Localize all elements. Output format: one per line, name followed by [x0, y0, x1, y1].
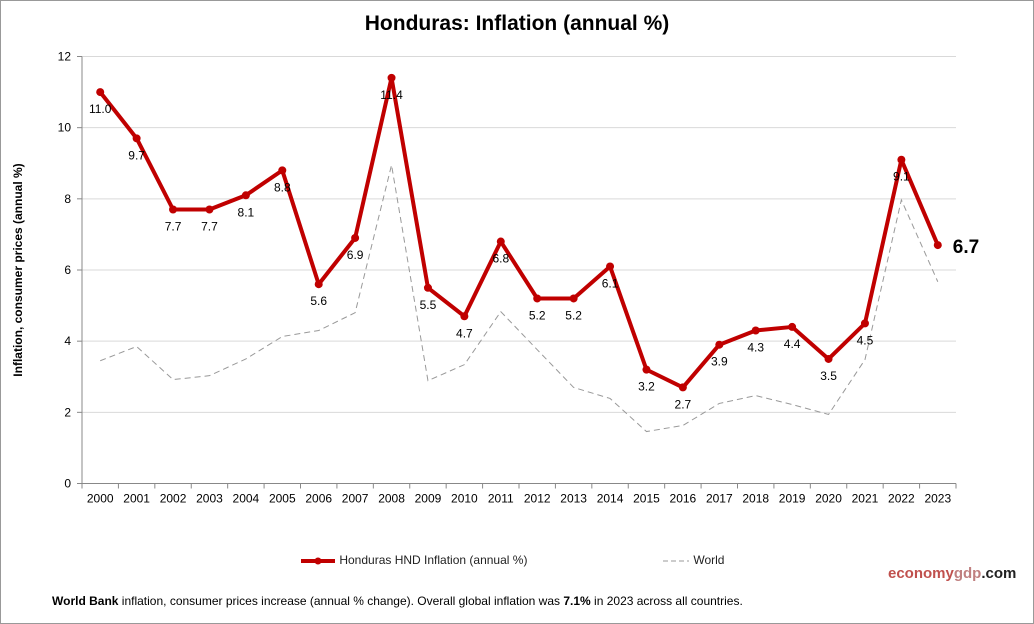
data-point-honduras [569, 294, 578, 303]
data-label: 3.9 [711, 355, 728, 369]
data-label: 5.2 [529, 308, 546, 322]
data-point-honduras [241, 191, 250, 200]
data-label: 4.5 [857, 333, 874, 347]
data-point-honduras [496, 237, 505, 246]
data-point-honduras [205, 205, 214, 214]
data-label: 9.7 [128, 148, 145, 162]
x-tick-label: 2010 [451, 492, 478, 506]
data-label: 4.4 [784, 337, 801, 351]
x-tick-label: 2003 [196, 492, 223, 506]
data-label: 3.2 [638, 380, 655, 394]
x-tick-label: 2015 [633, 492, 660, 506]
chart-title: Honduras: Inflation (annual %) [364, 12, 670, 35]
legend-item-world: World [662, 553, 724, 567]
x-tick-label: 2018 [742, 492, 769, 506]
x-tick-label: 2022 [888, 492, 915, 506]
x-tick-label: 2002 [160, 492, 187, 506]
x-tick-label: 2021 [852, 492, 879, 506]
data-point-honduras [278, 166, 287, 175]
data-label: 4.3 [747, 340, 764, 354]
data-point-honduras [897, 155, 906, 164]
x-tick-label: 2001 [123, 492, 150, 506]
series-line-honduras [98, 75, 940, 390]
x-tick-label: 2005 [269, 492, 296, 506]
data-label: 8.8 [274, 180, 291, 194]
x-tick-label: 2020 [815, 492, 842, 506]
legend-world-swatch [663, 560, 689, 562]
data-label: 5.6 [310, 294, 327, 308]
data-point-honduras [460, 312, 469, 321]
legend-honduras-swatch [301, 557, 335, 565]
y-tick-label: 10 [58, 121, 72, 135]
data-point-honduras [533, 294, 542, 303]
data-point-honduras [715, 340, 724, 349]
x-tick-label: 2012 [524, 492, 551, 506]
x-tick-label: 2016 [670, 492, 697, 506]
x-tick-label: 2017 [706, 492, 733, 506]
data-point-honduras [387, 73, 396, 82]
x-tick-label: 2019 [779, 492, 806, 506]
x-tick-label: 2004 [233, 492, 260, 506]
data-point-honduras [642, 365, 651, 374]
x-tick-label: 2014 [597, 492, 624, 506]
data-label: 4.7 [456, 326, 473, 340]
x-tick-label: 2000 [87, 492, 114, 506]
x-tick-label: 2009 [415, 492, 442, 506]
legend-world-label: World [693, 553, 725, 567]
x-tick-label: 2013 [560, 492, 587, 506]
data-label: 9.1 [893, 170, 910, 184]
data-label: 5.2 [565, 308, 582, 322]
y-tick-label: 6 [64, 263, 71, 277]
data-point-honduras [606, 262, 615, 271]
data-label: 6.8 [492, 252, 509, 266]
footer-note: World Bank inflation, consumer prices in… [52, 594, 743, 608]
data-point-honduras [678, 383, 687, 392]
y-tick-label: 2 [64, 405, 71, 419]
data-label: 11.0 [89, 102, 112, 116]
data-point-honduras [132, 134, 141, 143]
y-tick-label: 0 [64, 477, 71, 491]
data-label: 6.9 [347, 248, 364, 262]
data-label: 8.1 [238, 205, 255, 219]
data-label: 2.7 [675, 397, 692, 411]
data-point-honduras [351, 233, 360, 242]
y-tick-label: 4 [64, 334, 71, 348]
y-axis-label: Inflation, consumer prices (annual %) [11, 163, 25, 376]
x-tick-label: 2008 [378, 492, 405, 506]
data-label: 7.7 [165, 220, 182, 234]
legend-item-honduras: Honduras HND Inflation (annual %) [300, 553, 527, 567]
legend-honduras-label: Honduras HND Inflation (annual %) [339, 553, 528, 567]
series-line-world [100, 164, 939, 433]
x-tick-label: 2011 [488, 492, 514, 506]
data-point-honduras [314, 280, 323, 289]
data-label-latest: 6.7 [953, 237, 979, 258]
data-point-honduras [96, 88, 105, 97]
data-point-honduras [788, 322, 797, 331]
data-label: 3.5 [820, 369, 837, 383]
data-point-honduras [423, 283, 432, 292]
y-tick-label: 12 [58, 50, 72, 64]
brand-logo: economygdp.com [888, 565, 1017, 582]
x-tick-label: 2007 [342, 492, 369, 506]
data-label: 11.4 [380, 88, 403, 102]
data-point-honduras [751, 326, 760, 335]
data-point-honduras [824, 354, 833, 363]
data-label: 5.5 [420, 298, 437, 312]
x-tick-label: 2006 [305, 492, 332, 506]
data-label: 6.1 [602, 276, 619, 290]
data-label: 7.7 [201, 220, 218, 234]
data-point-honduras [933, 241, 942, 250]
y-tick-label: 8 [64, 192, 71, 206]
data-point-honduras [860, 319, 869, 328]
data-point-honduras [169, 205, 178, 214]
x-tick-label: 2023 [924, 492, 951, 506]
